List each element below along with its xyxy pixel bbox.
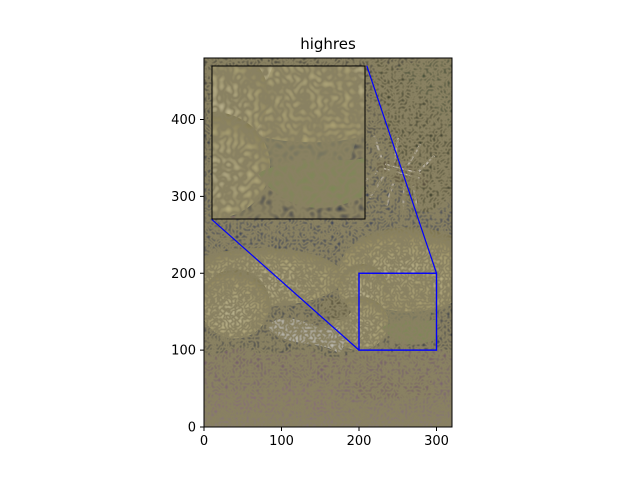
x-tick-label: 100 — [269, 434, 294, 449]
y-tick-label: 0 — [188, 421, 196, 436]
y-tick-label: 100 — [171, 344, 196, 359]
zoom-connector-line-lower — [211, 218, 360, 351]
chart-title: highres — [300, 35, 356, 53]
main-axes-frame — [203, 57, 453, 428]
y-tick-label: 400 — [171, 113, 196, 128]
y-tick-label: 200 — [171, 267, 196, 282]
inset-axes-frame — [211, 65, 366, 220]
main-axes: 0 100 200 300 0 100 200 300 400 — [171, 57, 453, 449]
x-axis: 0 100 200 300 — [200, 427, 449, 449]
zoom-region-box — [358, 272, 438, 351]
y-tick-label: 300 — [171, 190, 196, 205]
y-axis: 0 100 200 300 400 — [171, 113, 204, 436]
inset-axes — [211, 65, 366, 220]
x-tick-label: 300 — [424, 434, 449, 449]
x-tick-label: 0 — [200, 434, 208, 449]
x-tick-label: 200 — [347, 434, 372, 449]
zoom-connector-line-upper — [366, 65, 438, 274]
